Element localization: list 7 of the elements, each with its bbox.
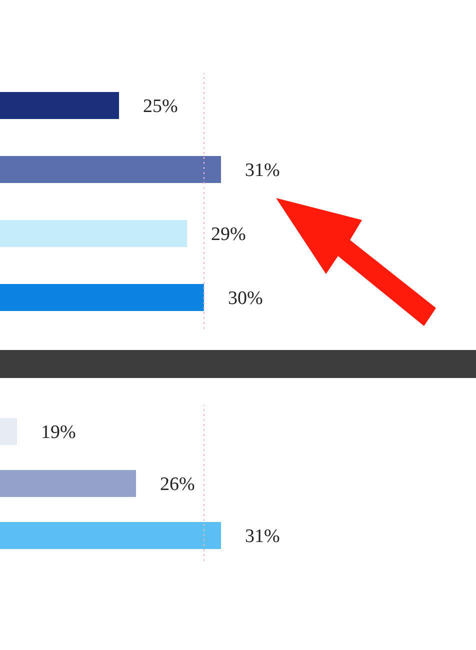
data-label: 26% [160, 474, 195, 496]
data-label: 25% [143, 96, 178, 118]
data-label: 19% [41, 422, 76, 444]
data-label: 31% [245, 160, 280, 182]
data-label: 31% [245, 526, 280, 548]
data-label: 29% [211, 224, 246, 246]
data-label: 30% [228, 288, 263, 310]
